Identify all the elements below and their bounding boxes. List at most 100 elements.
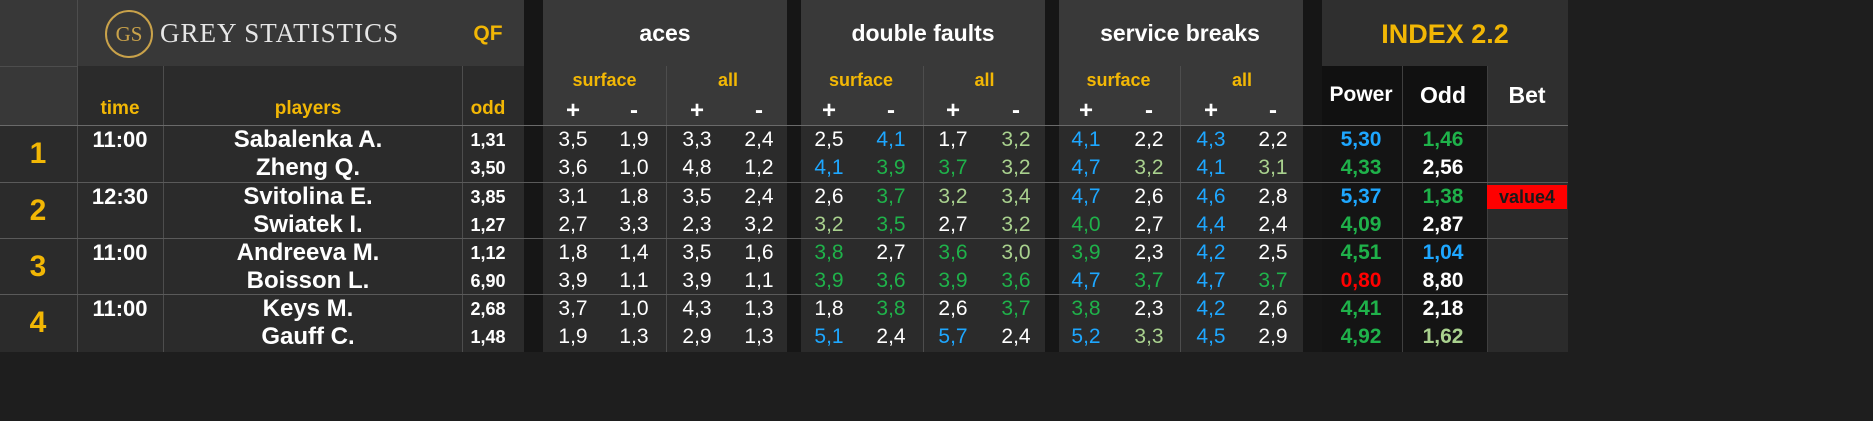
player-odd: 3,50	[470, 157, 506, 178]
stat-value: 2,4	[744, 185, 774, 208]
stat-value: 3,9	[558, 269, 588, 292]
power-column-header: Power	[1329, 83, 1393, 106]
stat-value: 1,6	[744, 241, 774, 264]
stat-value: 2,7	[1134, 213, 1164, 236]
stat-value: 2,6	[1258, 297, 1288, 320]
stat-value: 2,9	[682, 325, 712, 348]
stat-value: 3,8	[876, 297, 906, 320]
stat-value: 2,6	[814, 185, 844, 208]
stat-value: 2,4	[1001, 325, 1031, 348]
stat-value: 3,7	[1134, 269, 1164, 292]
power-value: 4,09	[1340, 213, 1382, 236]
power-value: 5,37	[1340, 185, 1382, 208]
match-number: 3	[29, 250, 47, 283]
stat-value: 3,9	[876, 156, 906, 179]
stat-value: 4,7	[1071, 269, 1101, 292]
player-name: Zheng Q.	[256, 154, 360, 181]
grid-hline-match-1	[0, 238, 1568, 239]
stat-value: 4,1	[876, 128, 906, 151]
stat-value: 1,4	[619, 241, 649, 264]
stat-value: 4,7	[1071, 185, 1101, 208]
player-odd: 1,12	[470, 242, 506, 263]
plus-marker: +	[945, 97, 960, 124]
stat-value: 4,1	[814, 156, 844, 179]
stat-value: 3,5	[558, 128, 588, 151]
power-value: 5,30	[1340, 128, 1382, 151]
power-header-bg	[1322, 66, 1402, 126]
minus-marker: -	[887, 97, 895, 124]
grid-hline-match-2	[0, 294, 1568, 295]
player-odd: 1,48	[470, 326, 506, 347]
stat-value: 4,0	[1071, 213, 1101, 236]
index-odd-value: 2,18	[1422, 297, 1464, 320]
stat-value: 3,7	[558, 297, 588, 320]
stat-value: 3,2	[938, 185, 968, 208]
stat-value: 1,8	[814, 297, 844, 320]
stat-value: 1,3	[619, 325, 649, 348]
stat-value: 1,3	[744, 325, 774, 348]
match-time: 11:00	[92, 296, 148, 321]
power-value: 4,92	[1340, 325, 1382, 348]
stat-value: 2,4	[1258, 213, 1288, 236]
stat-value: 4,5	[1196, 325, 1226, 348]
index-odd-value: 1,62	[1422, 325, 1464, 348]
separator-before-service-breaks	[1045, 0, 1059, 352]
stat-value: 3,4	[1001, 185, 1031, 208]
player-odd: 3,85	[470, 186, 506, 207]
stat-value: 2,7	[876, 241, 906, 264]
stat-value: 2,7	[558, 213, 588, 236]
grid-vline-brand	[77, 0, 78, 66]
index-odd-value: 2,56	[1422, 156, 1464, 179]
surface-label: surface	[828, 69, 894, 90]
stat-value: 3,3	[619, 213, 649, 236]
stat-value: 1,1	[619, 269, 649, 292]
plus-marker: +	[689, 97, 704, 124]
stat-value: 3,1	[558, 185, 588, 208]
stat-value: 2,4	[744, 128, 774, 151]
match-time: 11:00	[92, 127, 148, 152]
stat-value: 4,4	[1196, 213, 1226, 236]
bet-value-badge: value4	[1487, 185, 1567, 209]
stat-value: 1,7	[938, 128, 968, 151]
match-time: 12:30	[91, 184, 149, 209]
stat-value: 3,7	[876, 185, 906, 208]
stat-value: 3,3	[1134, 325, 1164, 348]
match-number: 1	[29, 137, 47, 170]
stat-value: 1,9	[558, 325, 588, 348]
player-odd: 1,31	[470, 129, 506, 150]
stat-value: 3,5	[876, 213, 906, 236]
stat-value: 2,8	[1258, 185, 1288, 208]
stat-value: 1,2	[744, 156, 774, 179]
stat-value: 3,2	[814, 213, 844, 236]
all-label: all	[1231, 69, 1252, 90]
stat-value: 2,9	[1258, 325, 1288, 348]
index-odd-value: 8,80	[1422, 269, 1464, 292]
stat-value: 1,0	[619, 297, 649, 320]
player-odd: 6,90	[470, 270, 506, 291]
player-odd: 2,68	[470, 298, 506, 319]
stat-value: 3,2	[1001, 213, 1031, 236]
player-name: Swiatek I.	[253, 211, 363, 238]
stat-value: 3,2	[1001, 128, 1031, 151]
player-name: Boisson L.	[246, 267, 370, 294]
stat-value: 3,8	[1071, 297, 1101, 320]
stat-value: 3,5	[682, 185, 712, 208]
all-label: all	[974, 69, 995, 90]
power-value: 4,51	[1340, 241, 1382, 264]
stat-value: 1,8	[558, 241, 588, 264]
stat-value: 3,8	[814, 241, 844, 264]
grid-vline-left-1	[163, 66, 164, 352]
aces-header-bg	[543, 0, 787, 126]
player-name: Sabalenka A.	[233, 126, 383, 153]
header-left-block	[0, 0, 77, 126]
match-time: 11:00	[92, 240, 148, 265]
stat-value: 3,9	[682, 269, 712, 292]
stat-value: 3,1	[1258, 156, 1288, 179]
grid-vline-subgroup-1	[923, 66, 924, 352]
stat-value: 4,1	[1071, 128, 1101, 151]
time-column-header: time	[100, 98, 140, 119]
stat-value: 4,7	[1196, 269, 1226, 292]
stat-value: 3,7	[938, 156, 968, 179]
stat-value: 2,2	[1258, 128, 1288, 151]
surface-label: surface	[1086, 69, 1151, 90]
